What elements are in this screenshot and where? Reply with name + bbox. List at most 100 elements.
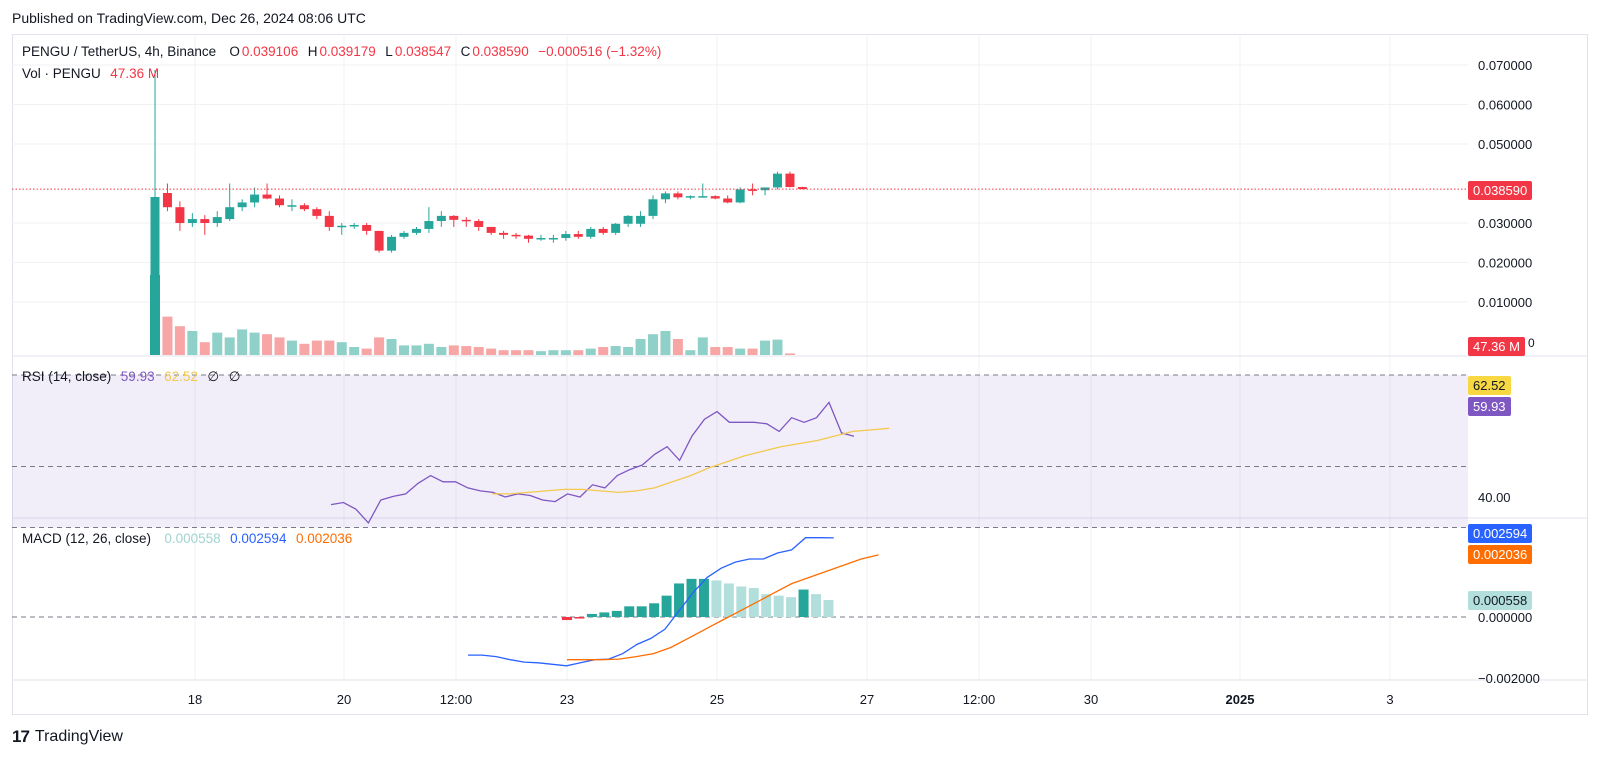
candle-body xyxy=(548,238,558,240)
volume-bar xyxy=(299,343,310,355)
macd-hist-bar xyxy=(636,606,647,617)
rsi-empty-2: ∅ xyxy=(228,369,241,384)
rsi-ma-tag: 62.52 xyxy=(1468,376,1511,395)
candle-body xyxy=(660,193,670,200)
close-value: 0.038590 xyxy=(472,44,529,59)
macd-label[interactable]: MACD (12, 26, close) xyxy=(22,531,152,546)
volume-bar xyxy=(747,348,758,355)
macd-hist-bar xyxy=(798,589,809,617)
volume-bar xyxy=(423,343,434,355)
price-tick-label: 0.050000 xyxy=(1478,137,1532,152)
symbol-name[interactable]: PENGU / TetherUS, 4h, Binance xyxy=(22,44,217,59)
candle-body xyxy=(337,225,347,228)
symbol-legend: PENGU / TetherUS, 4h, Binance O 0.039106 … xyxy=(22,44,663,59)
time-tick-label: 3 xyxy=(1386,692,1393,707)
volume-bar xyxy=(386,339,397,355)
macd-hist-tag: 0.000558 xyxy=(1468,591,1533,610)
high-value: 0.039179 xyxy=(319,44,376,59)
volume-bar xyxy=(760,340,771,355)
volume-bar xyxy=(585,348,596,355)
volume-bar xyxy=(374,337,385,355)
candle-body xyxy=(250,194,260,203)
candle-body xyxy=(436,215,446,222)
macd-signal-line xyxy=(567,554,879,661)
volume-bar xyxy=(697,337,708,355)
rsi-band xyxy=(12,375,1468,528)
volume-bar xyxy=(735,348,746,355)
price-tick-label: 0.020000 xyxy=(1478,256,1532,271)
candle-body xyxy=(561,234,571,239)
macd-hist-bar xyxy=(761,594,772,617)
rsi-label[interactable]: RSI (14, close) xyxy=(22,369,112,384)
candle-body xyxy=(299,205,309,210)
volume-bar xyxy=(461,346,472,355)
time-tick-label: 12:00 xyxy=(963,692,996,707)
volume-bar xyxy=(349,347,360,355)
candle-body xyxy=(524,235,533,239)
candle-body xyxy=(623,215,633,224)
volume-bar xyxy=(187,331,198,355)
macd-hist-bar xyxy=(786,597,797,617)
macd-hist-bar xyxy=(624,606,635,617)
volume-bar xyxy=(324,340,335,355)
rsi-empty-1: ∅ xyxy=(207,369,220,384)
candle-body xyxy=(698,196,708,198)
time-tick-label: 2025 xyxy=(1226,692,1255,707)
candle-body xyxy=(374,230,384,251)
candle-body xyxy=(324,215,334,227)
candle-body xyxy=(723,198,733,203)
volume-bar xyxy=(784,353,795,355)
macd-hist-bar xyxy=(811,594,821,617)
low-value: 0.038547 xyxy=(394,44,452,59)
candle-body xyxy=(175,207,185,223)
candle-body xyxy=(212,217,222,223)
price-tick-label: 0.070000 xyxy=(1478,58,1532,73)
macd-hist-bar xyxy=(586,613,597,617)
volume-bar xyxy=(174,326,185,355)
candle-body xyxy=(499,232,509,235)
rsi-tick-label: 40.00 xyxy=(1478,490,1511,505)
macd-tick-label: 0.000000 xyxy=(1478,610,1532,625)
candle-body xyxy=(536,238,546,240)
macd-hist-bar xyxy=(599,612,610,617)
macd-hist-bar xyxy=(748,588,759,617)
candle-body xyxy=(685,196,695,198)
volume-bar xyxy=(660,331,671,355)
volume-label[interactable]: Vol · PENGU xyxy=(22,66,101,81)
candle-body xyxy=(225,207,235,220)
macd-signal-tag: 0.002036 xyxy=(1468,545,1533,564)
macd-hist-value: 0.000558 xyxy=(164,531,221,546)
price-tick-label: 0.010000 xyxy=(1478,295,1532,310)
candle-body xyxy=(511,234,521,237)
published-text: Published on TradingView.com, Dec 26, 20… xyxy=(12,10,366,26)
macd-tick-label: −0.002000 xyxy=(1478,671,1540,686)
candle-body xyxy=(710,196,720,199)
candle-body xyxy=(611,223,621,233)
volume-bar xyxy=(772,339,783,355)
close-label: C xyxy=(460,44,471,59)
candle-body xyxy=(598,228,608,233)
volume-bar xyxy=(249,332,260,355)
volume-bar xyxy=(262,334,273,355)
macd-line-value: 0.002594 xyxy=(230,531,287,546)
candle-body xyxy=(648,199,658,216)
low-label: L xyxy=(385,44,393,59)
volume-bar xyxy=(286,340,297,355)
volume-bar xyxy=(498,350,509,355)
open-value: 0.039106 xyxy=(241,44,299,59)
time-tick-label: 23 xyxy=(560,692,574,707)
candle-body xyxy=(287,205,297,207)
candle-body xyxy=(362,224,372,231)
candle-body xyxy=(449,215,459,220)
candle-body xyxy=(262,194,272,199)
volume-bar xyxy=(648,334,658,355)
volume-bar xyxy=(560,350,571,355)
macd-hist-bar xyxy=(562,617,572,621)
volume-tag: 47.36 M xyxy=(1468,337,1525,356)
candle-body xyxy=(411,228,421,233)
macd-hist-bar xyxy=(736,586,747,617)
volume-bar xyxy=(548,350,559,355)
tradingview-logo-icon: 17 xyxy=(12,727,30,746)
time-tick-label: 30 xyxy=(1084,692,1098,707)
